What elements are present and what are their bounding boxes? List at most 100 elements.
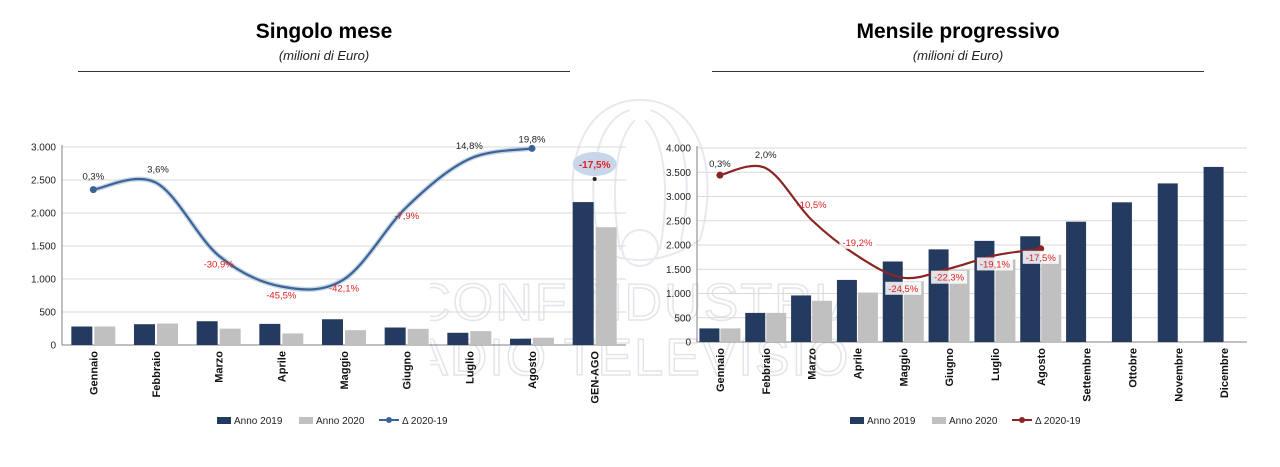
- left-bar-2019: [572, 202, 594, 345]
- right-delta-label-bg: [885, 281, 922, 295]
- right-ytick-label: 500: [674, 313, 691, 324]
- left-delta-label: 14,8%: [456, 141, 483, 152]
- right-ytick-label: 1.000: [666, 289, 691, 300]
- left-legend-label-delta: Δ 2020-19: [402, 416, 448, 427]
- left-legend-swatch-2019: [217, 417, 231, 424]
- right-delta-label: 2,0%: [755, 150, 777, 161]
- right-bar-2020: [720, 328, 741, 342]
- right-bar-2020: [812, 300, 833, 342]
- left-delta-marker: [528, 144, 536, 152]
- left-bar-2019: [447, 332, 469, 345]
- right-bar-2019: [699, 328, 720, 342]
- left-callout-label: -17,5%: [579, 160, 611, 171]
- left-delta-label: -45,5%: [266, 290, 297, 301]
- right-bar-2019: [1157, 183, 1178, 342]
- left-category-label: Gennaio: [88, 351, 100, 395]
- right-bar-2019: [745, 312, 766, 342]
- right-bar-2019: [1066, 221, 1087, 342]
- right-delta-label-bg: [839, 235, 876, 249]
- right-chart: 0 500 1.000 1.500 2.000 2.500 3.000 3.500 4.000 G…: [666, 144, 1247, 427]
- left-bar-2020: [157, 323, 178, 345]
- right-bar-2020: [995, 259, 1016, 342]
- left-ytick-label: 0: [50, 341, 56, 352]
- right-ytick-label: 2.500: [666, 216, 691, 227]
- right-legend-label-delta: Δ 2020-19: [1035, 416, 1081, 427]
- right-ytick-label: 3.500: [666, 168, 691, 179]
- left-delta-marker: [89, 186, 97, 194]
- left-category-label: Febbraio: [151, 351, 163, 398]
- left-chart: 0 500 1.000 1.500 2.000 2.500 3.000 Gennaio Febb…: [31, 134, 626, 427]
- left-bar-2019: [510, 338, 531, 345]
- right-bar-2019: [1111, 202, 1132, 342]
- left-chart-subtitle: (milioni di Euro): [278, 48, 370, 63]
- right-title-rule: [712, 71, 1204, 72]
- left-bar-2020: [219, 328, 241, 345]
- left-bar-2020: [345, 330, 366, 345]
- left-callout-dot: [592, 177, 597, 181]
- right-ytick-label: 0: [685, 338, 691, 349]
- right-bar-2019: [1203, 166, 1224, 342]
- right-bar-2020: [766, 312, 787, 342]
- left-bar-2019: [196, 321, 218, 345]
- left-bar-2020: [470, 331, 492, 345]
- left-legend-marker-delta: [386, 417, 392, 423]
- right-category-label: Maggio: [898, 348, 910, 387]
- right-delta-label: -19,1%: [980, 259, 1011, 270]
- right-ytick-label: 2.000: [666, 241, 691, 252]
- right-legend-swatch-2019: [850, 417, 864, 424]
- left-ytick-label: 1.500: [31, 242, 56, 253]
- right-legend-label-2020: Anno 2020: [949, 416, 998, 427]
- right-delta-marker: [1037, 245, 1045, 253]
- right-delta-label: -22,3%: [934, 273, 965, 284]
- left-bar-2020: [533, 337, 554, 345]
- left-delta-label: -7,9%: [394, 211, 419, 222]
- left-ytick-label: 3.000: [31, 143, 56, 154]
- left-bar-2020: [595, 227, 617, 345]
- right-category-label: Giugno: [944, 348, 956, 387]
- left-category-label: Giugno: [402, 351, 414, 390]
- left-ytick-label: 2.500: [31, 176, 56, 187]
- left-legend-label-2019: Anno 2019: [234, 416, 283, 427]
- left-title-rule: [78, 71, 570, 72]
- right-category-label: Aprile: [852, 348, 864, 379]
- left-chart-title: Singolo mese: [255, 20, 393, 43]
- right-bar-2020: [857, 292, 878, 342]
- right-ytick-label: 4.000: [666, 144, 691, 155]
- right-category-label: Settembre: [1082, 348, 1094, 402]
- right-bar-2020: [1041, 254, 1062, 342]
- left-callout-bubble: [572, 152, 617, 176]
- right-chart-subtitle: (milioni di Euro): [912, 48, 1004, 63]
- left-bar-2019: [322, 319, 343, 345]
- left-category-label: Agosto: [527, 351, 539, 389]
- right-category-label: Febbraio: [761, 348, 773, 395]
- right-legend-label-2019: Anno 2019: [867, 416, 916, 427]
- left-category-label: Maggio: [339, 351, 351, 390]
- right-legend: Anno 2019 Anno 2020 Δ 2020-19: [850, 416, 1081, 427]
- right-legend-marker-delta: [1019, 417, 1025, 423]
- right-category-label: Dicembre: [1219, 348, 1231, 398]
- left-bar-2020: [407, 328, 429, 345]
- right-bar-2020: [949, 269, 970, 342]
- left-bar-2019: [71, 326, 93, 345]
- left-ytick-label: 500: [39, 308, 56, 319]
- right-delta-label: -24,5%: [888, 284, 919, 295]
- left-ytick-label: 2.000: [31, 209, 56, 220]
- left-bar-2019: [259, 323, 281, 345]
- right-category-label: Gennaio: [715, 348, 727, 392]
- right-delta-label: -17,5%: [1026, 253, 1057, 264]
- left-legend-label-2020: Anno 2020: [316, 416, 365, 427]
- right-category-label: Marzo: [807, 348, 819, 380]
- right-delta-label: 0,3%: [709, 159, 731, 170]
- right-ytick-label: 1.500: [666, 265, 691, 276]
- left-delta-label: -30,9%: [204, 260, 235, 271]
- left-legend-swatch-2020: [299, 417, 313, 424]
- left-category-label: Luglio: [464, 351, 476, 384]
- left-delta-label: 0,3%: [83, 172, 105, 183]
- right-bar-2019: [836, 279, 857, 342]
- left-bar-2019: [134, 324, 155, 345]
- right-delta-label-bg: [1022, 250, 1059, 264]
- right-bar-2019: [791, 295, 812, 342]
- right-delta-line: [719, 164, 1041, 280]
- right-delta-marker: [716, 171, 724, 179]
